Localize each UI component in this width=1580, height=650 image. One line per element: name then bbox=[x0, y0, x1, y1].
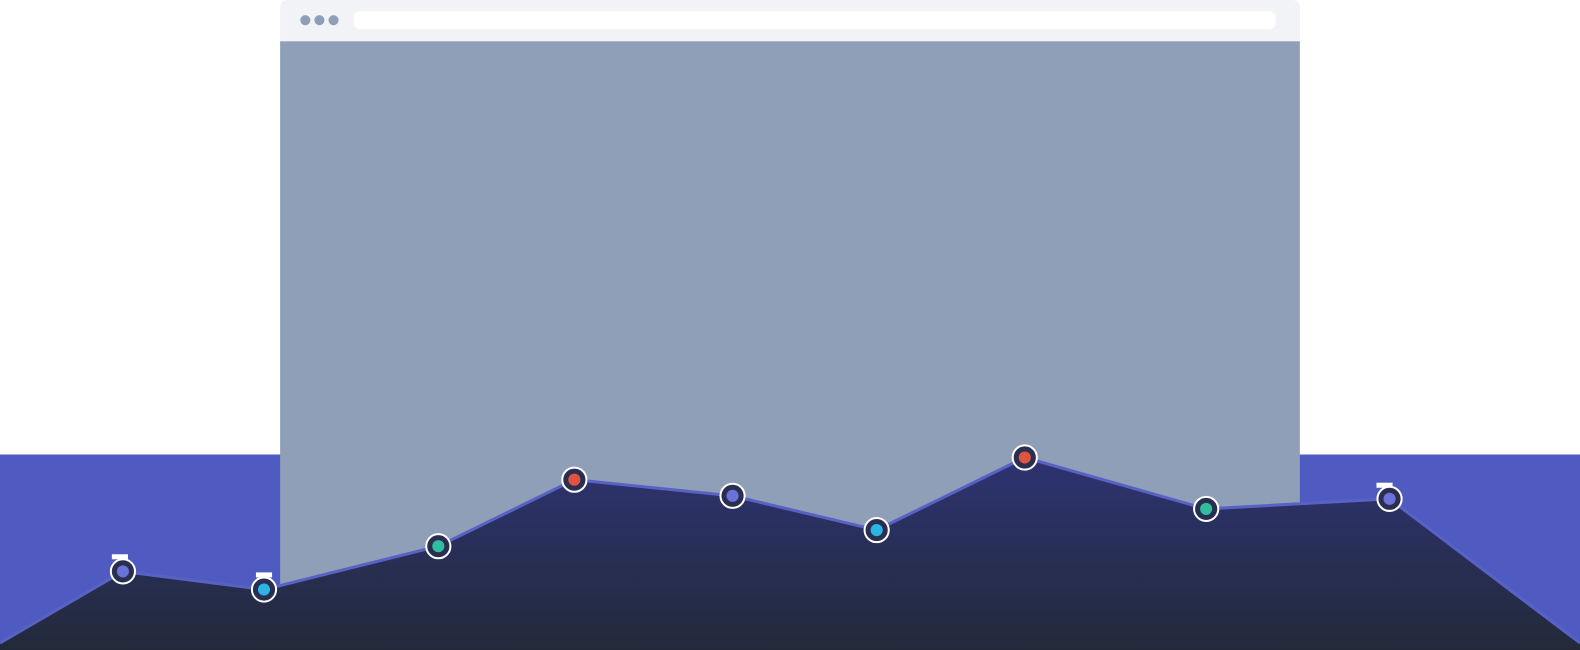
window-dot bbox=[300, 15, 311, 26]
flag bbox=[255, 572, 273, 578]
flag bbox=[111, 554, 128, 560]
marker bbox=[250, 576, 278, 603]
marker bbox=[425, 533, 452, 560]
marker bbox=[561, 466, 588, 493]
window-dot bbox=[328, 15, 339, 26]
marker bbox=[719, 482, 746, 509]
marker bbox=[1011, 444, 1038, 471]
marker bbox=[1193, 495, 1220, 523]
marker bbox=[1376, 485, 1403, 512]
address-bar bbox=[353, 11, 1276, 30]
marker bbox=[863, 516, 890, 544]
marker bbox=[109, 558, 137, 585]
markers bbox=[109, 444, 1403, 603]
mountain-area bbox=[0, 457, 1580, 650]
flag bbox=[1376, 482, 1393, 488]
window-dot bbox=[314, 15, 325, 26]
